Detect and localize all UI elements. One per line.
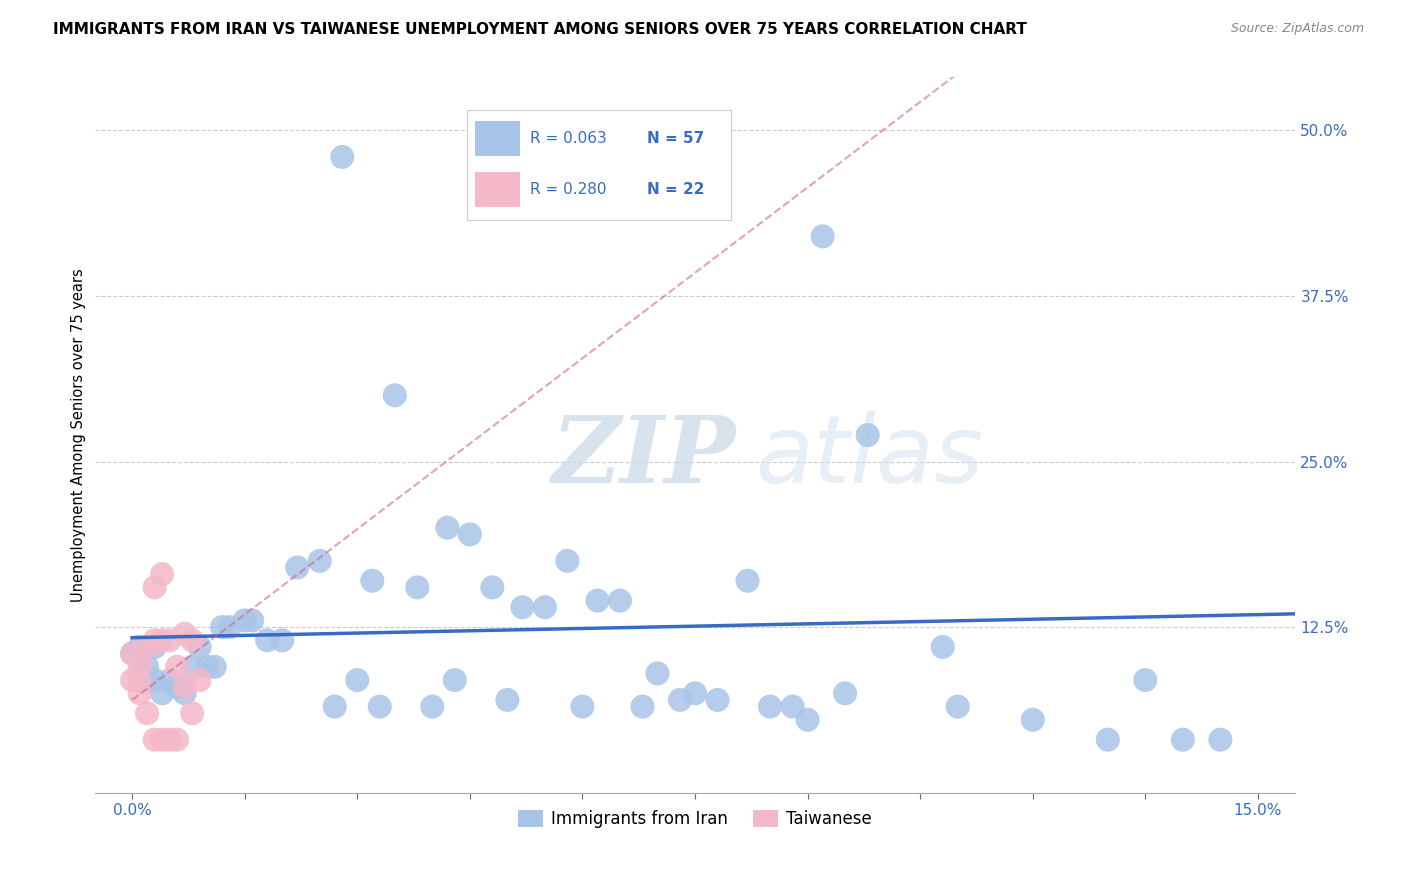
Text: IMMIGRANTS FROM IRAN VS TAIWANESE UNEMPLOYMENT AMONG SENIORS OVER 75 YEARS CORRE: IMMIGRANTS FROM IRAN VS TAIWANESE UNEMPL… [53,22,1028,37]
Point [211,620,233,634]
Point [233,614,256,628]
Point [173,626,195,640]
Point [586,593,609,607]
Point [346,673,368,687]
Point [384,388,406,402]
Point [188,640,211,654]
Point [128,673,150,687]
Point [481,580,503,594]
Point [173,686,195,700]
Point [1135,673,1157,687]
Point [571,699,593,714]
Point [496,693,519,707]
Point [150,686,173,700]
Legend: Immigrants from Iran, Taiwanese: Immigrants from Iran, Taiwanese [512,803,879,834]
Point [323,699,346,714]
Point [406,580,429,594]
Point [188,673,211,687]
Point [159,673,181,687]
Point [181,660,204,674]
Point [796,713,818,727]
Point [609,593,631,607]
Point [557,554,579,568]
Point [647,666,669,681]
Y-axis label: Unemployment Among Seniors over 75 years: Unemployment Among Seniors over 75 years [72,268,86,602]
Point [1209,732,1232,747]
Point [121,647,143,661]
Point [128,666,150,681]
Point [308,554,330,568]
Point [143,640,166,654]
Point [856,428,879,442]
Text: Source: ZipAtlas.com: Source: ZipAtlas.com [1230,22,1364,36]
Point [737,574,759,588]
Point [181,633,204,648]
Point [1171,732,1194,747]
Point [143,633,166,648]
Point [128,686,150,700]
Point [443,673,465,687]
Point [834,686,856,700]
Point [683,686,706,700]
Point [631,699,654,714]
Point [1022,713,1045,727]
Point [330,150,353,164]
Point [285,560,308,574]
Point [195,660,218,674]
Point [150,633,173,648]
Point [143,580,166,594]
Text: ZIP: ZIP [551,411,735,501]
Point [420,699,443,714]
Point [706,693,728,707]
Point [534,600,557,615]
Point [436,521,458,535]
Point [166,680,188,694]
Point [159,633,181,648]
Point [759,699,782,714]
Point [136,706,159,721]
Point [946,699,969,714]
Point [136,660,159,674]
Point [150,732,173,747]
Point [361,574,384,588]
Point [271,633,294,648]
Text: atlas: atlas [755,411,983,502]
Point [368,699,391,714]
Point [218,620,240,634]
Point [782,699,804,714]
Point [166,660,188,674]
Point [143,732,166,747]
Point [159,732,181,747]
Point [128,640,150,654]
Point [811,229,834,244]
Point [240,614,263,628]
Point [166,732,188,747]
Point [204,660,226,674]
Point [136,673,159,687]
Point [173,680,195,694]
Point [458,527,481,541]
Point [150,567,173,582]
Point [256,633,278,648]
Point [512,600,534,615]
Point [181,706,204,721]
Point [931,640,953,654]
Point [136,640,159,654]
Point [143,673,166,687]
Point [669,693,692,707]
Point [1097,732,1119,747]
Point [121,673,143,687]
Point [128,660,150,674]
Point [121,647,143,661]
